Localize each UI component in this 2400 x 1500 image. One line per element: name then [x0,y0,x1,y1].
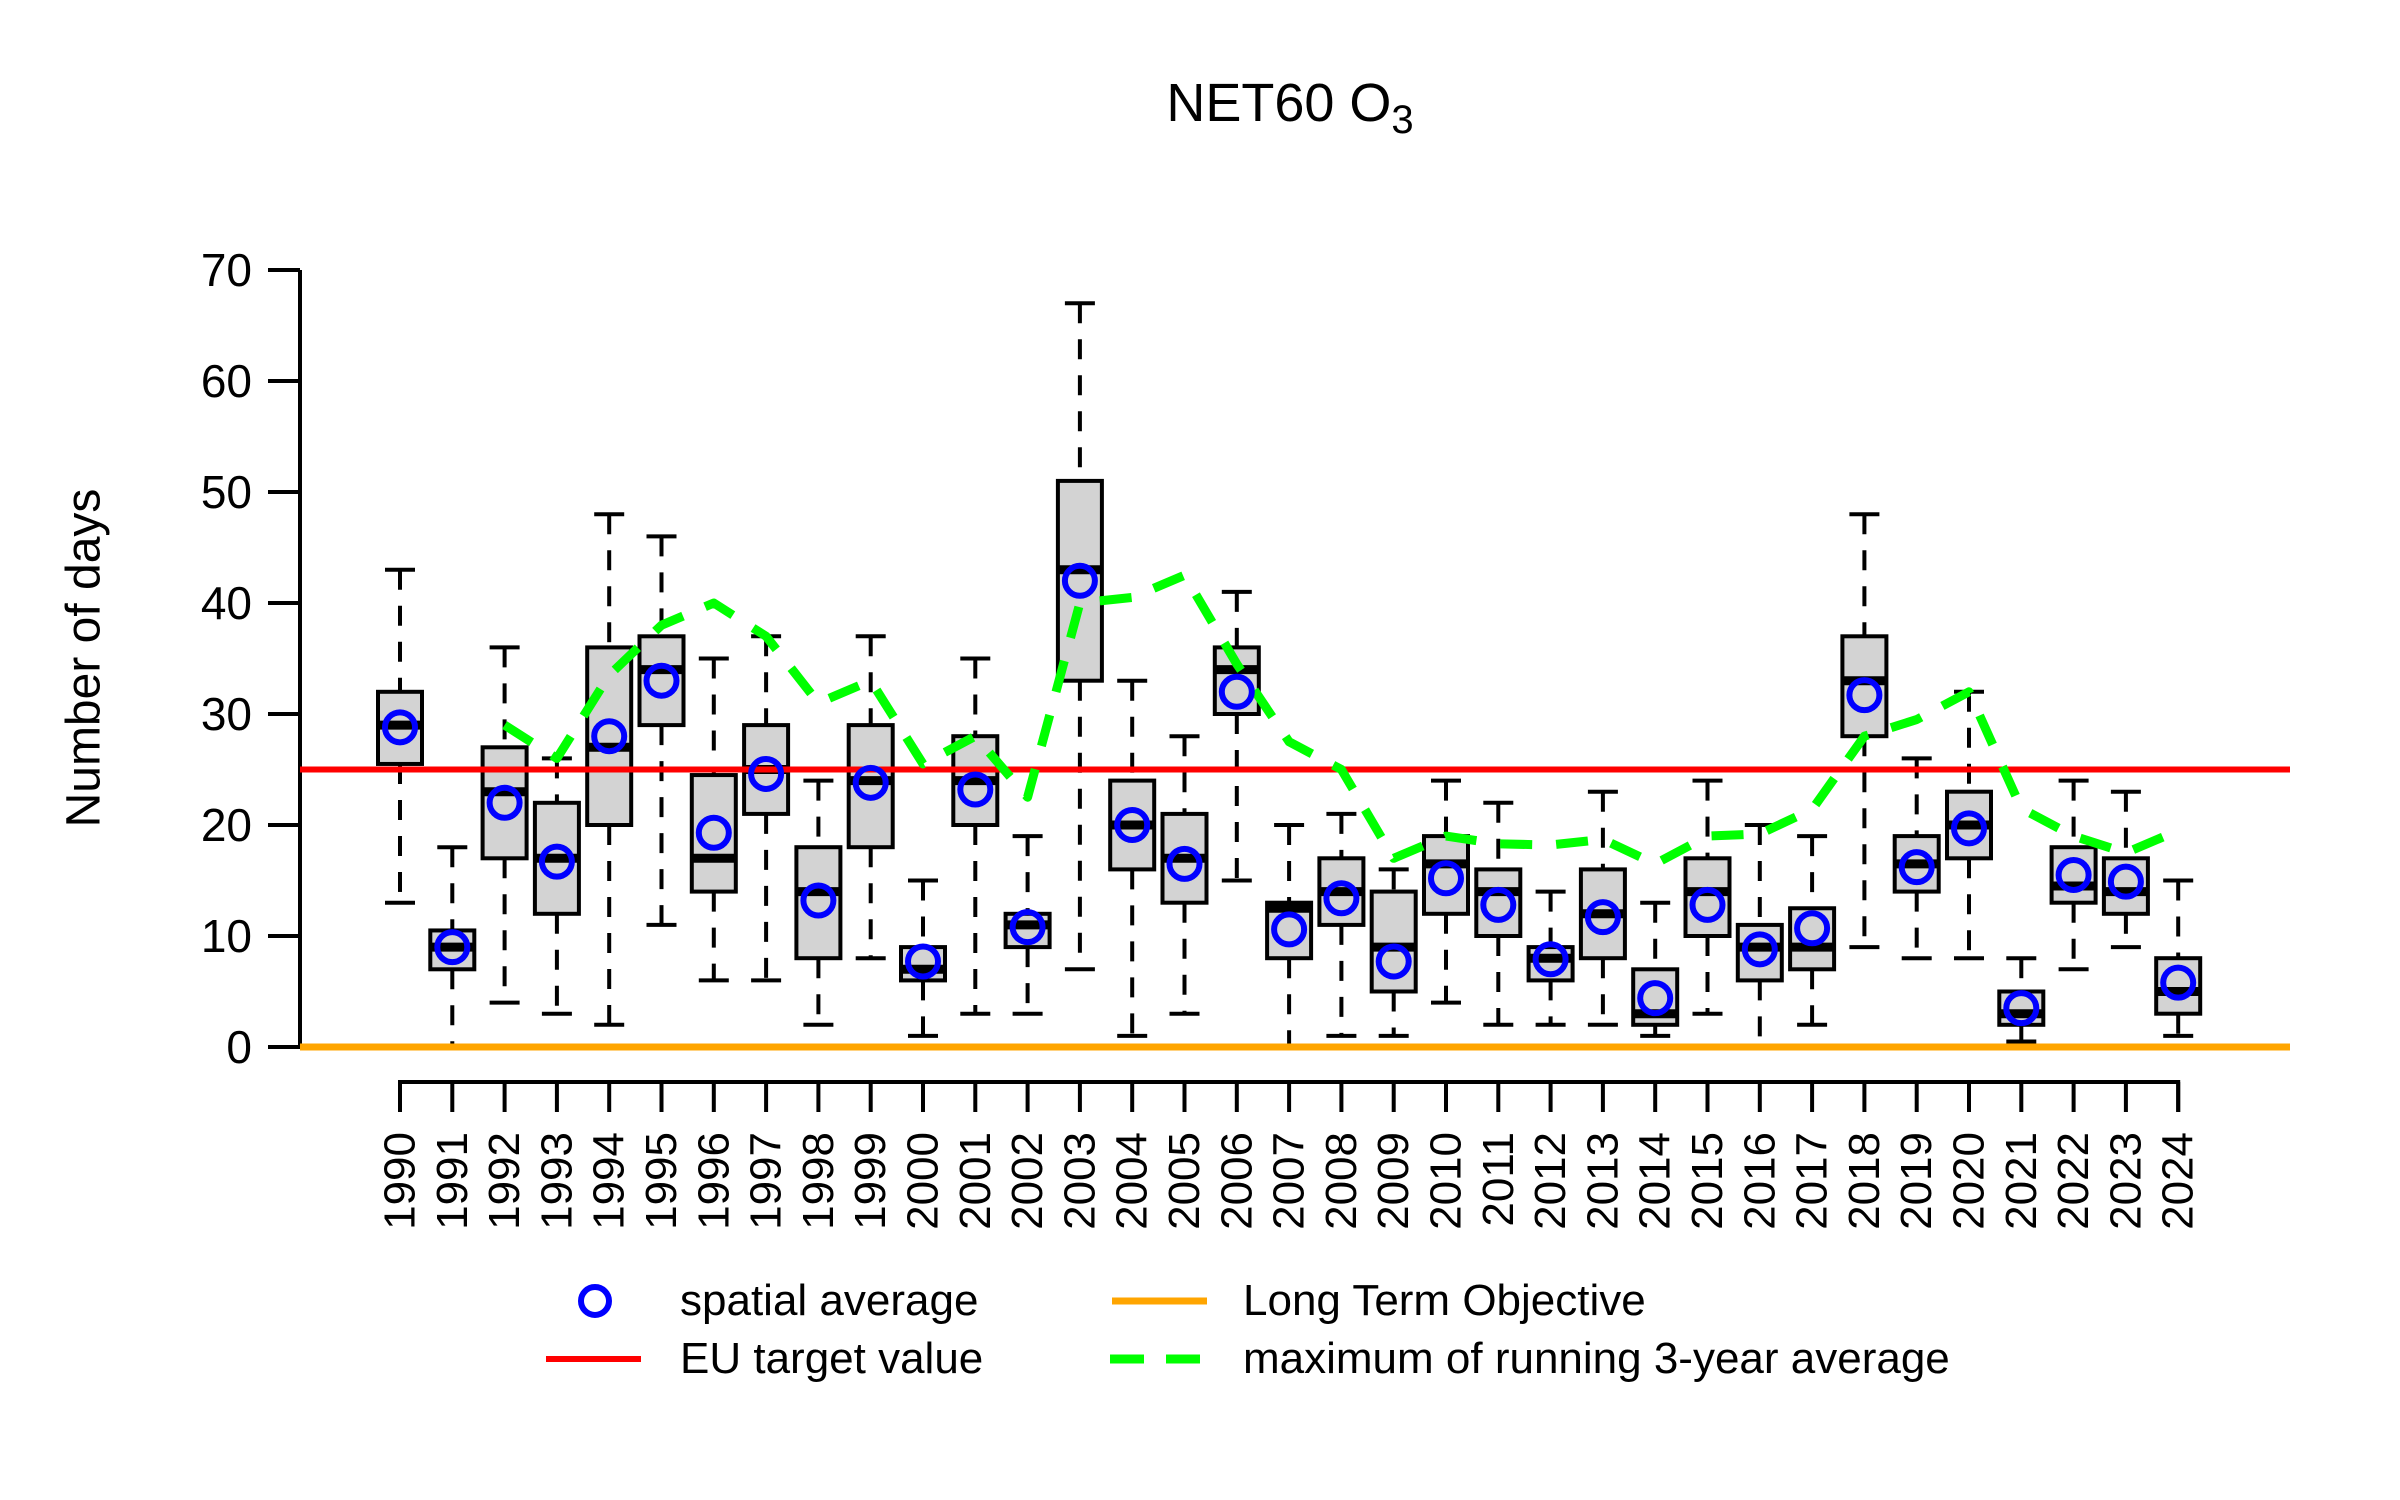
spatial-average-symbol-icon [578,1284,612,1318]
x-tick-label-2007: 2007 [1265,1132,1314,1230]
y-tick-label: 10 [201,910,252,962]
x-tick-label-2014: 2014 [1631,1132,1680,1230]
spatial-average-point-2019 [1898,849,1935,886]
spatial-average-point-1990 [382,709,418,746]
x-tick-label-2018: 2018 [1840,1132,1889,1230]
x-tick-label-2011: 2011 [1474,1132,1523,1227]
spatial-average-point-2016 [1741,931,1778,968]
spatial-average-point-2018 [1846,677,1883,714]
legend-spatial-average: spatial average [680,1276,979,1325]
x-tick-label-2021: 2021 [1997,1132,2046,1230]
chart-title: NET60 O3 [1166,72,1413,143]
spatial-average-point-1996 [695,814,732,851]
x-tick-label-1990: 1990 [376,1132,425,1230]
x-tick-label-2009: 2009 [1369,1132,1418,1230]
spatial-average-point-2000 [905,943,941,980]
x-tick-label-2015: 2015 [1683,1132,1732,1230]
legend-row-2: EU target value maximum of running 3-yea… [0,1330,2400,1388]
legend: spatial average Long Term Objective EU t… [0,1272,2400,1388]
spatial-average-point-1999 [852,764,889,801]
x-tick-label-1996: 1996 [689,1132,738,1230]
long-term-objective-line-icon [1112,1297,1207,1305]
spatial-average-point-2003 [1061,562,1098,599]
x-tick-label-2022: 2022 [2049,1132,2098,1230]
x-tick-label-2016: 2016 [1735,1132,1784,1230]
spatial-average-point-2014 [1637,980,1674,1017]
spatial-average-point-2023 [2107,863,2144,900]
running-average-curve [502,570,2180,869]
x-tick-label-1999: 1999 [846,1132,895,1230]
spatial-average-point-2017 [1794,910,1831,947]
y-tick-label: 20 [201,799,252,851]
x-tick-label-1997: 1997 [742,1132,791,1230]
chart-title-subscript: 3 [1391,97,1414,142]
spatial-average-point-2021 [2003,990,2040,1027]
legend-row-1: spatial average Long Term Objective [0,1272,2400,1330]
spatial-average-point-2008 [1323,880,1360,917]
x-tick-label-2005: 2005 [1160,1132,1209,1230]
x-tick-label-1994: 1994 [585,1132,634,1230]
x-tick-label-2006: 2006 [1212,1132,1261,1230]
spatial-average-point-1991 [434,929,471,966]
spatial-average-point-2022 [2055,856,2092,893]
x-tick-label-1995: 1995 [637,1132,686,1230]
x-tick-label-2017: 2017 [1788,1132,1837,1230]
legend-long-term-objective: Long Term Objective [1243,1276,1646,1325]
spatial-average-point-2024 [2160,964,2197,1001]
y-tick-label: 40 [201,577,252,629]
x-tick-label-2012: 2012 [1526,1132,1575,1230]
spatial-average-point-2006 [1218,673,1255,710]
eu-target-line-icon [546,1356,641,1362]
y-tick-label: 60 [201,355,252,407]
spatial-average-point-2010 [1428,860,1464,897]
spatial-average-point-1998 [800,882,837,919]
spatial-average-point-1997 [748,755,785,792]
legend-max-running-average: maximum of running 3-year average [1243,1334,1950,1383]
running-average-line-icon [1110,1354,1210,1364]
chart-title-main: NET60 O [1166,73,1392,133]
x-tick-label-2000: 2000 [899,1132,948,1230]
x-tick-label-1992: 1992 [480,1132,529,1230]
y-tick-label: 70 [201,244,252,296]
spatial-average-point-2011 [1480,886,1517,923]
spatial-average-point-2002 [1009,909,1046,946]
y-tick-label: 0 [226,1021,252,1073]
x-tick-label-2010: 2010 [1422,1132,1471,1230]
spatial-average-point-2004 [1114,807,1151,843]
x-tick-label-2002: 2002 [1003,1132,1052,1230]
y-tick-label: 30 [201,688,252,740]
x-tick-label-1991: 1991 [428,1132,477,1230]
y-tick-label: 50 [201,466,252,518]
spatial-average-point-2001 [957,771,994,808]
x-tick-label-1998: 1998 [794,1132,843,1230]
spatial-average-point-2015 [1689,886,1726,923]
x-tick-label-2008: 2008 [1317,1132,1366,1230]
spatial-average-point-1995 [643,662,680,699]
spatial-average-point-1992 [486,784,523,821]
spatial-average-point-1994 [591,718,628,755]
y-axis-label: Number of days [57,488,111,828]
spatial-average-point-2009 [1375,943,1412,980]
spatial-average-point-2012 [1532,941,1569,978]
x-tick-label-2023: 2023 [2101,1132,2150,1230]
x-tick-label-2020: 2020 [1945,1132,1994,1230]
x-tick-label-2001: 2001 [951,1132,1000,1230]
x-tick-label-2004: 2004 [1108,1132,1157,1230]
legend-eu-target-value: EU target value [680,1334,984,1383]
spatial-average-point-2013 [1584,899,1621,936]
spatial-average-point-2005 [1166,845,1203,882]
x-tick-label-2024: 2024 [2154,1132,2203,1230]
x-tick-label-2013: 2013 [1578,1132,1627,1230]
x-tick-label-1993: 1993 [532,1132,581,1230]
x-tick-label-2003: 2003 [1055,1132,1104,1230]
spatial-average-point-2007 [1271,911,1308,948]
spatial-average-point-1993 [538,843,575,880]
spatial-average-point-2020 [1951,810,1987,847]
x-tick-label-2019: 2019 [1892,1132,1941,1230]
box-2017 [1788,906,1837,972]
